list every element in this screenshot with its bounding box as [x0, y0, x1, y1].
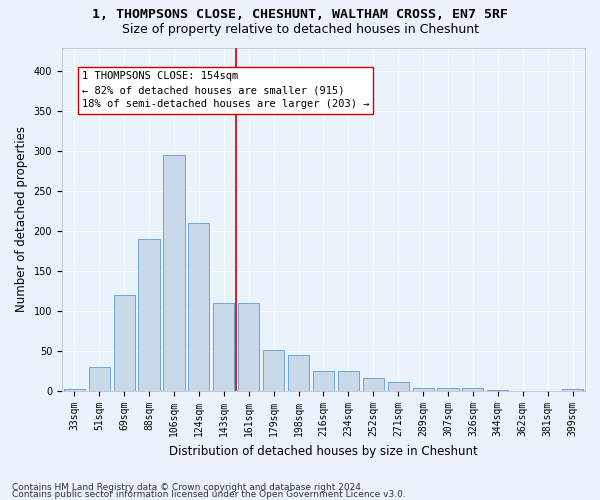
Bar	[213, 304, 235, 391]
X-axis label: Distribution of detached houses by size in Cheshunt: Distribution of detached houses by size …	[169, 444, 478, 458]
Bar	[388, 382, 409, 391]
Bar	[64, 389, 85, 391]
Bar	[113, 296, 135, 391]
Bar	[437, 388, 458, 391]
Bar	[413, 388, 434, 391]
Bar	[163, 156, 185, 391]
Text: 1 THOMPSONS CLOSE: 154sqm
← 82% of detached houses are smaller (915)
18% of semi: 1 THOMPSONS CLOSE: 154sqm ← 82% of detac…	[82, 72, 370, 110]
Bar	[89, 367, 110, 391]
Bar	[362, 378, 384, 391]
Bar	[463, 388, 484, 391]
Bar	[238, 304, 259, 391]
Y-axis label: Number of detached properties: Number of detached properties	[15, 126, 28, 312]
Bar	[562, 389, 583, 391]
Text: Size of property relative to detached houses in Cheshunt: Size of property relative to detached ho…	[121, 22, 479, 36]
Bar	[487, 390, 508, 391]
Bar	[263, 350, 284, 391]
Bar	[288, 355, 309, 391]
Bar	[139, 240, 160, 391]
Bar	[338, 371, 359, 391]
Bar	[188, 224, 209, 391]
Text: Contains HM Land Registry data © Crown copyright and database right 2024.: Contains HM Land Registry data © Crown c…	[12, 484, 364, 492]
Bar	[313, 371, 334, 391]
Text: Contains public sector information licensed under the Open Government Licence v3: Contains public sector information licen…	[12, 490, 406, 499]
Text: 1, THOMPSONS CLOSE, CHESHUNT, WALTHAM CROSS, EN7 5RF: 1, THOMPSONS CLOSE, CHESHUNT, WALTHAM CR…	[92, 8, 508, 20]
